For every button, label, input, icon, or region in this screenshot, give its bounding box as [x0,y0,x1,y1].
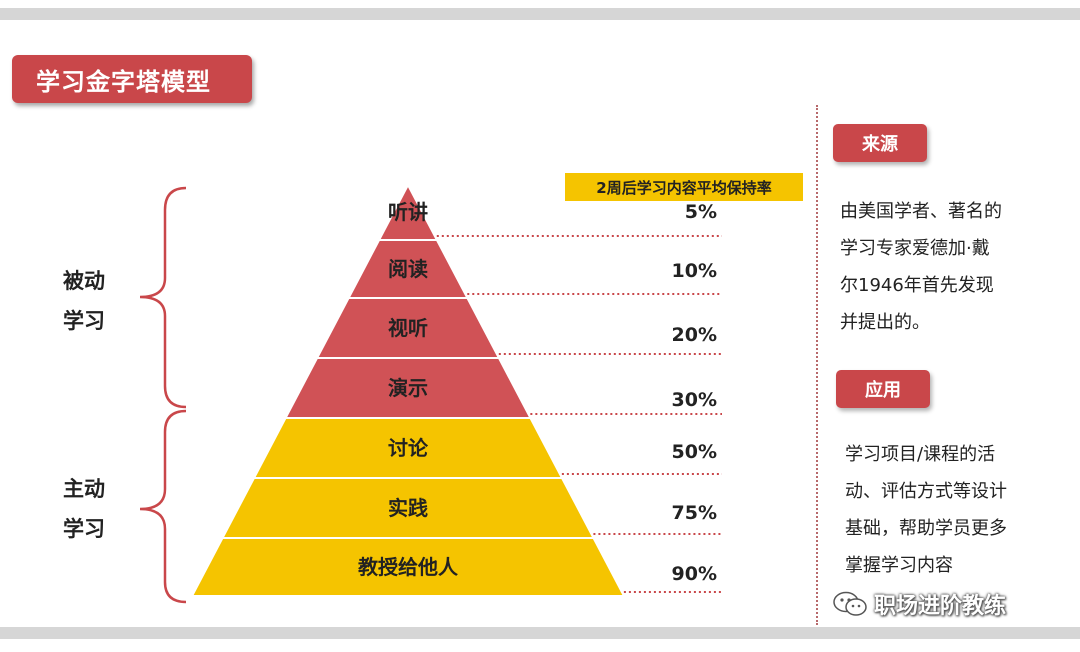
source-line: 由美国学者、著名的 [840,201,1002,222]
retention-value: 50% [672,441,717,463]
source-line: 并提出的。 [840,312,930,333]
application-line: 基础，帮助学员更多 [845,518,1007,539]
pyramid-level-label: 讨论 [388,436,429,460]
active-learning-label: 主动 学习 [63,469,123,549]
wechat-icon [833,591,867,616]
pyramid-level-label: 演示 [388,376,428,400]
retention-value: 30% [672,389,717,411]
pyramid-level-label: 实践 [388,496,428,520]
pyramid-layer [190,537,626,597]
retention-value: 10% [672,260,717,282]
top-band [0,8,1080,20]
application-text: 学习项目/课程的活 动、评估方式等设计 基础，帮助学员更多 掌握学习内容 [845,436,1045,584]
bottom-band [0,627,1080,639]
passive-label-line-2: 学习 [63,309,105,333]
retention-value: 90% [672,563,717,585]
retention-value: 75% [672,502,717,524]
page-title: 学习金字塔模型 [12,55,252,103]
watermark: 职场进阶教练 [832,588,1006,620]
active-brace [139,409,187,604]
watermark-text: 职场进阶教练 [874,594,1007,619]
pyramid-level-label: 听讲 [388,200,428,224]
application-line: 动、评估方式等设计 [845,481,1007,502]
source-tag: 来源 [833,124,927,162]
passive-brace [139,186,187,409]
active-label-line-2: 学习 [63,517,105,541]
source-line: 学习专家爱德加·戴 [840,238,990,259]
pyramid-level-label: 视听 [388,316,428,340]
retention-value: 5% [685,201,717,223]
source-text: 由美国学者、著名的 学习专家爱德加·戴 尔1946年首先发现 并提出的。 [840,193,1040,341]
application-line: 学习项目/课程的活 [845,444,996,465]
application-tag: 应用 [836,370,930,408]
source-line: 尔1946年首先发现 [840,275,994,296]
vertical-divider [816,105,818,625]
retention-value: 20% [672,324,717,346]
application-line: 掌握学习内容 [845,555,953,576]
active-label-line-1: 主动 [63,477,105,501]
pyramid-level-label: 阅读 [388,257,428,281]
pyramid-level-label: 教授给他人 [358,555,459,579]
passive-label-line-1: 被动 [63,269,105,293]
passive-learning-label: 被动 学习 [63,261,123,341]
retention-header: 2周后学习内容平均保持率 [565,173,803,201]
